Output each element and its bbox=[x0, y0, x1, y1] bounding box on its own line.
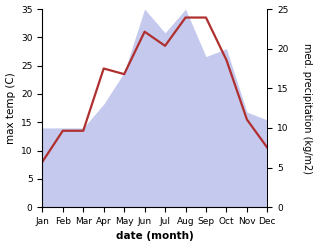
Y-axis label: max temp (C): max temp (C) bbox=[5, 72, 16, 144]
Y-axis label: med. precipitation (kg/m2): med. precipitation (kg/m2) bbox=[302, 43, 313, 174]
X-axis label: date (month): date (month) bbox=[116, 231, 194, 242]
